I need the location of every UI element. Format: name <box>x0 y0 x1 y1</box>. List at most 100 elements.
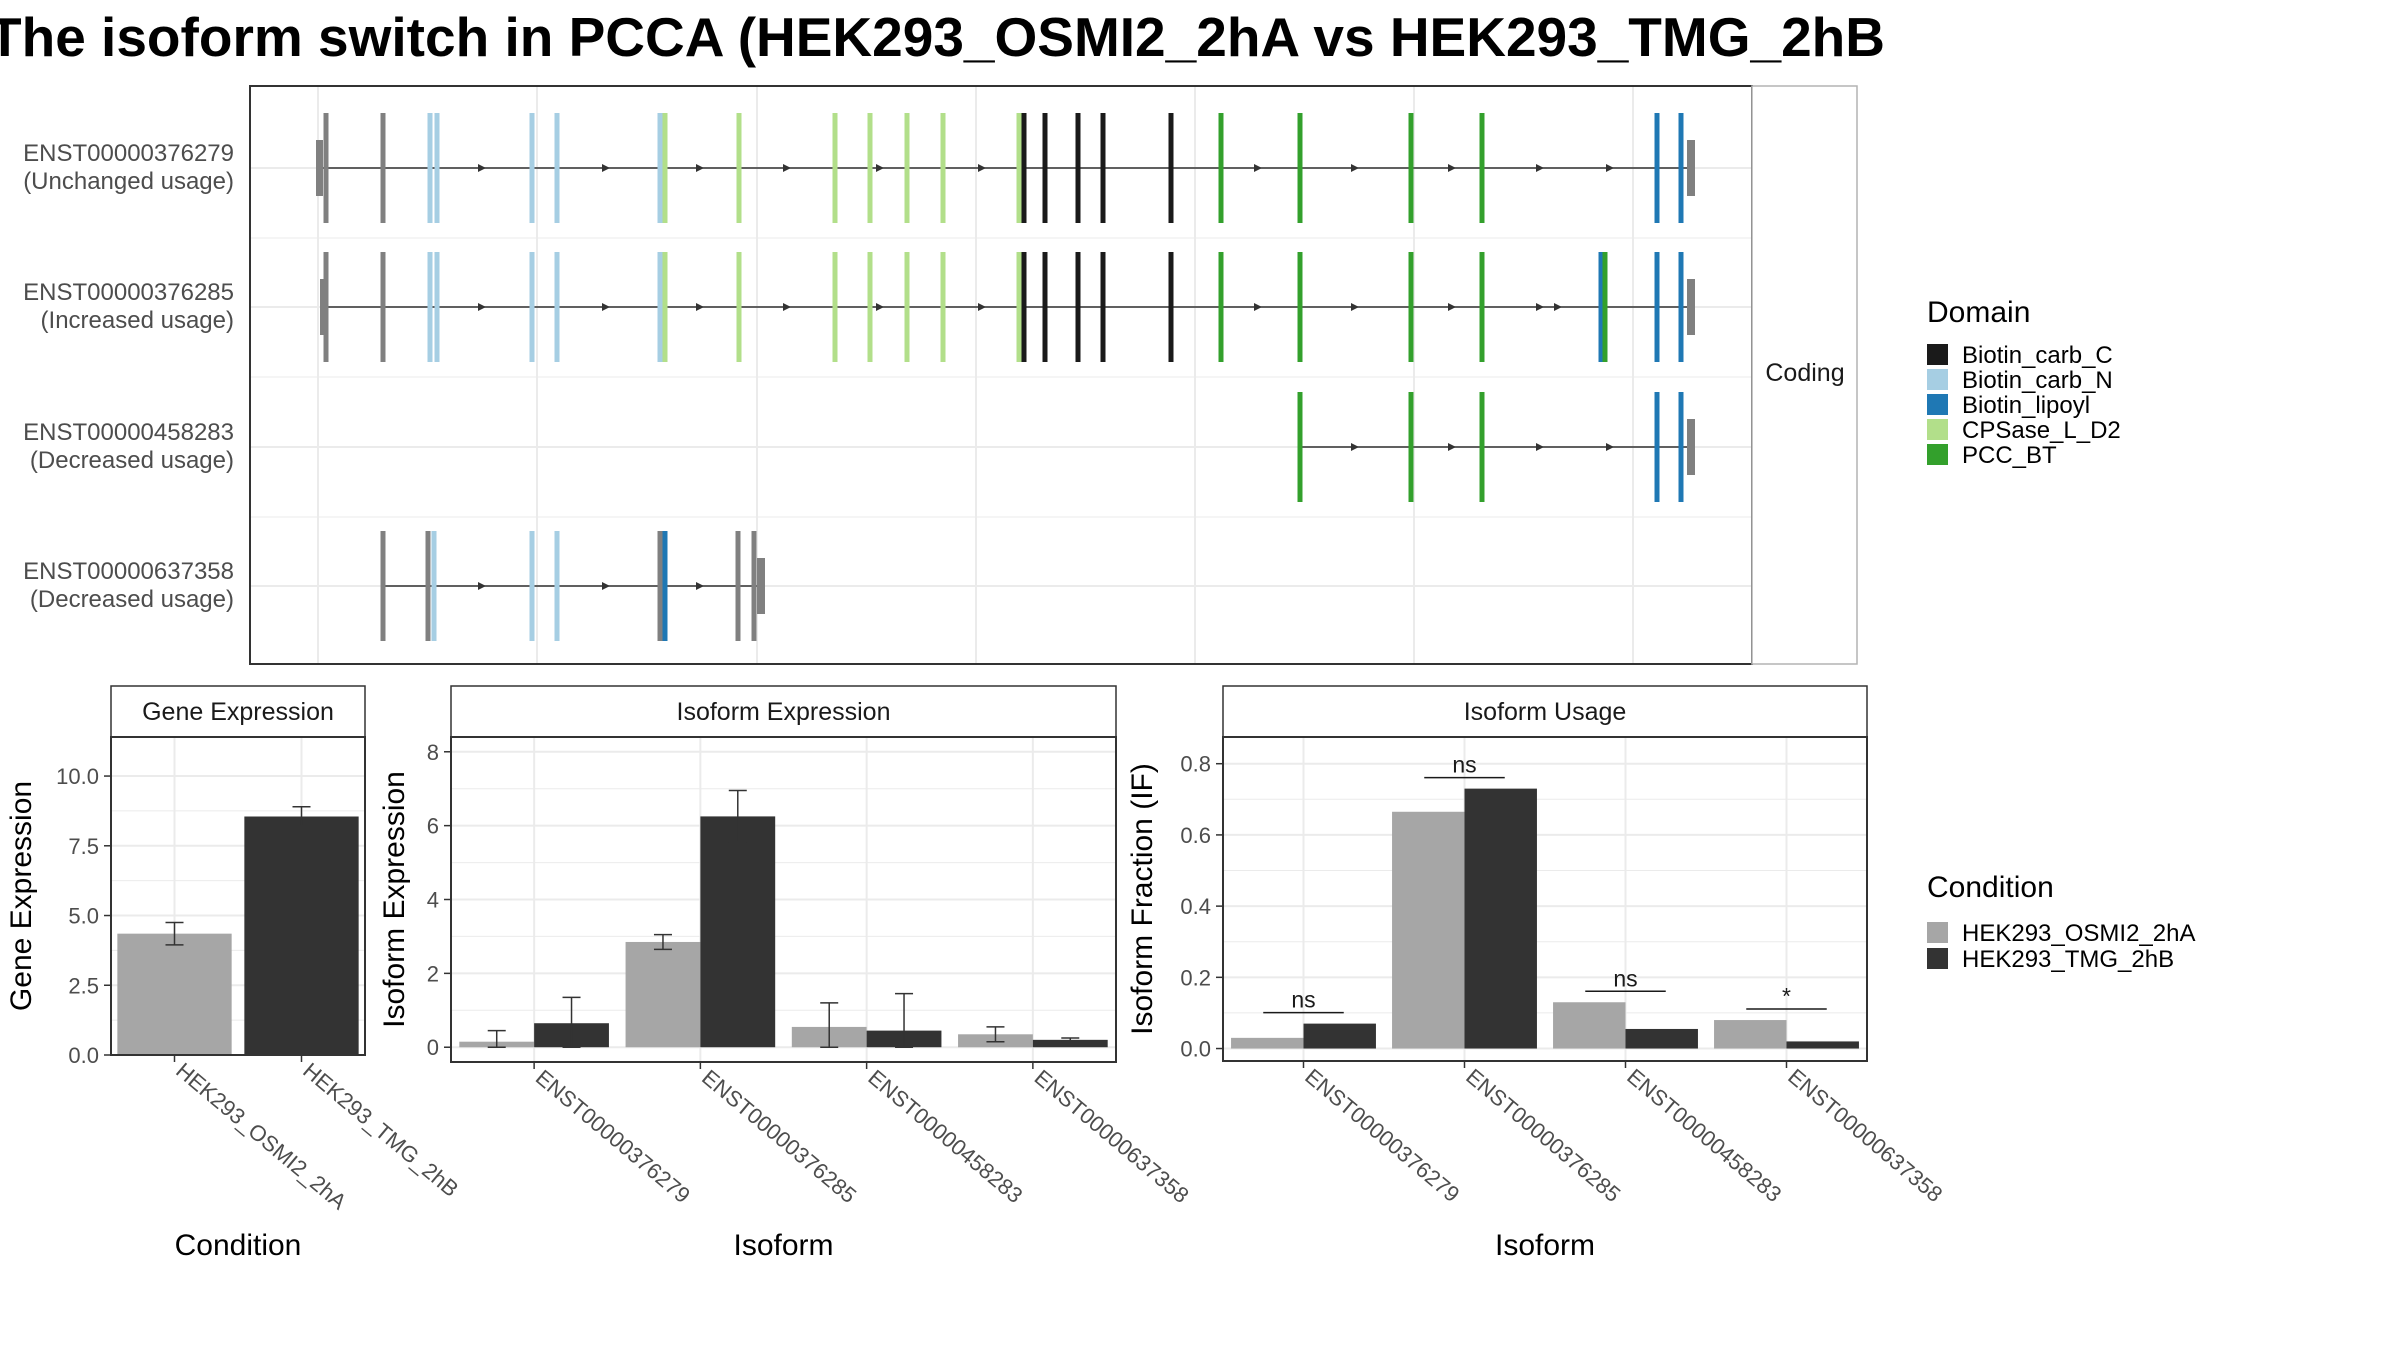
exon-block <box>657 531 663 641</box>
figure-title: The isoform switch in PCCA (HEK293_OSMI2… <box>0 6 1885 68</box>
direction-arrow <box>1448 164 1456 172</box>
y-tick-label: 4 <box>427 888 439 913</box>
structure-track-labels: ENST00000376279(Unchanged usage) ENST0000… <box>23 140 234 613</box>
exon-block <box>735 531 741 641</box>
track-usage-label: (Increased usage) <box>41 307 234 334</box>
legend-key-Biotin_carb_N <box>1927 369 1948 390</box>
exon-block <box>431 531 437 641</box>
y-tick-label: 0.6 <box>1180 823 1211 848</box>
exon-block <box>1016 252 1022 362</box>
direction-arrow <box>1448 443 1456 451</box>
direction-arrow <box>1536 164 1544 172</box>
track-usage-label: (Unchanged usage) <box>23 168 234 195</box>
structure-panel-background <box>250 86 1752 664</box>
y-tick-label: 2 <box>427 961 439 986</box>
x-tick-label: ENST00000637358 <box>1030 1065 1194 1208</box>
exon-block <box>1408 252 1414 362</box>
domain-legend: Domain Biotin_carb_CBiotin_carb_NBiotin_… <box>1927 296 2121 469</box>
utr-block <box>1687 140 1695 196</box>
direction-arrow <box>783 303 791 311</box>
exon-block <box>1100 252 1106 362</box>
exon-block <box>904 113 910 223</box>
utr-block <box>1687 419 1695 475</box>
y-tick-label: 10.0 <box>56 764 99 789</box>
direction-arrow <box>696 164 704 172</box>
exon-block <box>1408 113 1414 223</box>
exon-block <box>1297 252 1303 362</box>
y-tick-label: 0.0 <box>1180 1037 1211 1062</box>
y-tick-label: 0.0 <box>68 1043 99 1068</box>
legend-label: Biotin_carb_N <box>1962 367 2113 394</box>
exon-block <box>529 252 535 362</box>
exon-block <box>736 113 742 223</box>
direction-arrow <box>478 303 486 311</box>
track-id-label: ENST00000458283 <box>23 419 234 446</box>
x-tick-label: ENST00000637358 <box>1783 1064 1947 1207</box>
track-id-label: ENST00000376279 <box>23 140 234 167</box>
x-tick-label: ENST00000376285 <box>697 1065 861 1208</box>
direction-arrow <box>876 303 884 311</box>
exon-block <box>1218 113 1224 223</box>
exon-block <box>657 252 663 362</box>
significance-label: ns <box>1613 965 1637 991</box>
bar <box>244 816 359 1055</box>
legend-label: HEK293_OSMI2_2hA <box>1962 920 2195 947</box>
y-tick-label: 2.5 <box>68 973 99 998</box>
legend-key-PCC_BT <box>1927 444 1948 465</box>
bar <box>1032 1039 1108 1048</box>
structure-tracks <box>316 113 1695 641</box>
exon-block <box>529 113 535 223</box>
exon-block <box>867 252 873 362</box>
y-tick-label: 6 <box>427 814 439 839</box>
exon-block <box>427 113 433 223</box>
y-tick-label: 5.0 <box>68 904 99 929</box>
y-axis-title: Isoform Fraction (IF) <box>1126 763 1159 1035</box>
domain-legend-title: Domain <box>1927 296 2030 329</box>
y-tick-label: 0.2 <box>1180 965 1211 990</box>
exon-block <box>380 531 386 641</box>
exon-block <box>832 113 838 223</box>
transcript-track <box>316 113 1695 223</box>
y-axis-title: Isoform Expression <box>378 771 411 1028</box>
bar <box>1231 1037 1304 1049</box>
direction-arrow <box>783 164 791 172</box>
exon-block <box>1297 113 1303 223</box>
utr-block <box>757 558 765 614</box>
direction-arrow <box>1554 303 1562 311</box>
exon-block <box>323 113 329 223</box>
direction-arrow <box>1254 303 1262 311</box>
exon-block <box>832 252 838 362</box>
direction-arrow <box>876 164 884 172</box>
exon-block <box>1678 392 1684 502</box>
transcript-track <box>320 252 1695 362</box>
exon-block <box>554 531 560 641</box>
exon-block <box>1297 392 1303 502</box>
facet-title: Isoform Usage <box>1464 698 1627 726</box>
panel-border <box>1222 736 1868 1062</box>
exon-block <box>662 113 668 223</box>
panel-border <box>450 736 1117 1063</box>
bar <box>117 933 232 1055</box>
exon-block <box>1479 392 1485 502</box>
y-tick-label: 0.4 <box>1180 894 1211 919</box>
track-usage-label: (Decreased usage) <box>30 586 234 613</box>
y-tick-label: 7.5 <box>68 834 99 859</box>
utr-block <box>1687 279 1695 335</box>
exon-block <box>940 252 946 362</box>
legend-label: Biotin_carb_C <box>1962 342 2113 369</box>
legend-label: PCC_BT <box>1962 442 2057 469</box>
direction-arrow <box>602 164 610 172</box>
facet-title: Gene Expression <box>142 698 334 726</box>
direction-arrow <box>1536 303 1544 311</box>
direction-arrow <box>978 164 986 172</box>
bar <box>1714 1020 1787 1049</box>
facet-strip <box>450 685 1117 738</box>
exon-block <box>751 531 757 641</box>
exon-block <box>1654 392 1660 502</box>
facet-strip <box>110 685 366 738</box>
bar <box>625 941 701 1048</box>
facet-strip <box>1222 685 1868 738</box>
panel-border <box>110 736 366 1056</box>
